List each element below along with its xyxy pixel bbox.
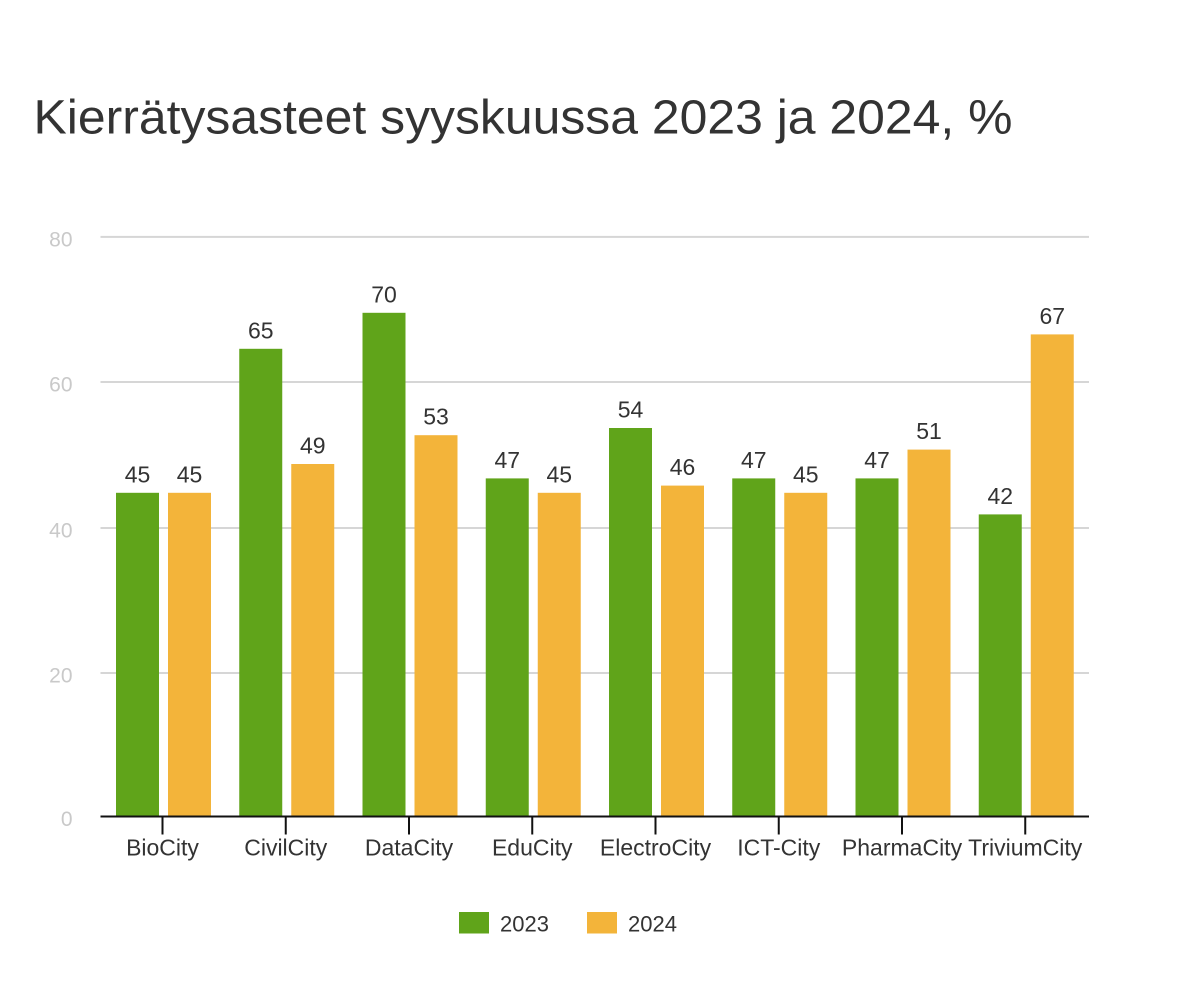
- svg-text:2024: 2024: [628, 912, 677, 937]
- svg-text:45: 45: [793, 461, 819, 487]
- svg-text:60: 60: [49, 374, 72, 397]
- svg-text:40: 40: [49, 520, 72, 543]
- svg-text:80: 80: [49, 228, 72, 251]
- svg-text:ElectroCity: ElectroCity: [600, 835, 712, 861]
- svg-text:65: 65: [248, 317, 274, 343]
- svg-text:67: 67: [1039, 303, 1065, 329]
- svg-text:46: 46: [670, 454, 696, 480]
- svg-text:EduCity: EduCity: [492, 835, 573, 861]
- svg-text:47: 47: [741, 447, 767, 473]
- svg-text:70: 70: [371, 281, 397, 307]
- svg-text:51: 51: [916, 418, 942, 444]
- svg-text:CivilCity: CivilCity: [244, 835, 328, 861]
- svg-text:Kierrätysasteet syyskuussa 202: Kierrätysasteet syyskuussa 2023 ja 2024,…: [34, 92, 1013, 145]
- svg-text:45: 45: [125, 461, 151, 487]
- svg-text:20: 20: [49, 665, 72, 688]
- svg-text:47: 47: [864, 447, 890, 473]
- svg-text:DataCity: DataCity: [365, 835, 454, 861]
- svg-text:TriviumCity: TriviumCity: [968, 835, 1083, 861]
- svg-text:47: 47: [494, 447, 520, 473]
- svg-text:2023: 2023: [500, 912, 549, 937]
- svg-text:45: 45: [177, 461, 203, 487]
- svg-text:53: 53: [423, 404, 449, 430]
- svg-text:42: 42: [987, 483, 1013, 509]
- svg-text:PharmaCity: PharmaCity: [842, 835, 963, 861]
- svg-text:49: 49: [300, 433, 326, 459]
- svg-text:45: 45: [546, 461, 572, 487]
- svg-text:54: 54: [618, 397, 644, 423]
- svg-text:ICT-City: ICT-City: [737, 835, 821, 861]
- svg-text:BioCity: BioCity: [126, 835, 199, 861]
- svg-text:0: 0: [61, 808, 73, 831]
